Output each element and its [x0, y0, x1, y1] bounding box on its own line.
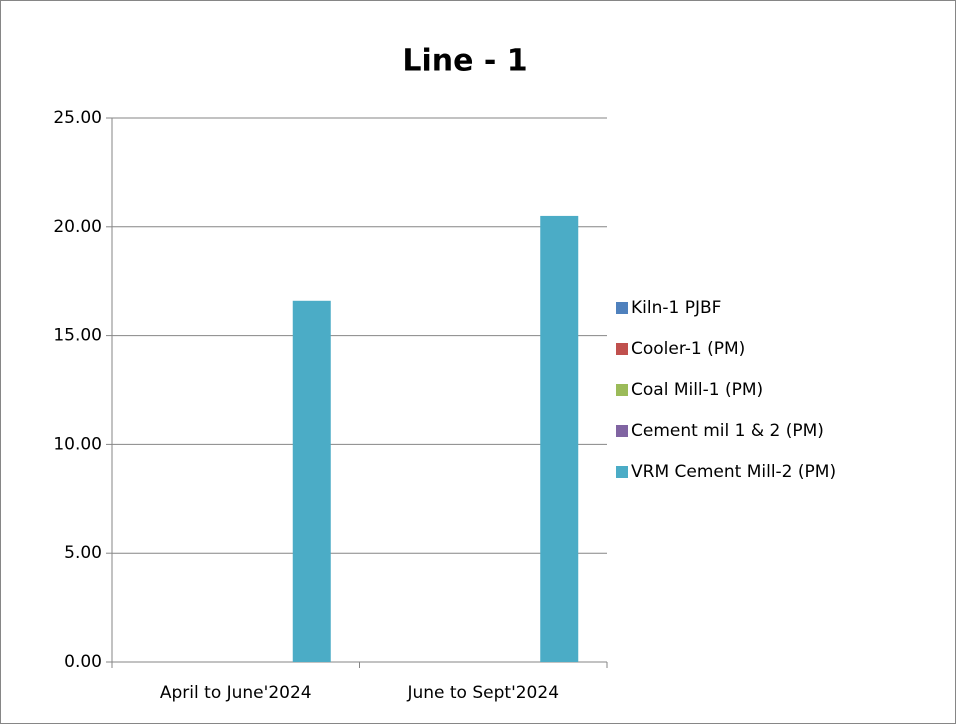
legend-swatch: [616, 302, 628, 314]
bar: [292, 300, 331, 662]
x-tick-label: April to June'2024: [160, 683, 312, 703]
y-tick-label: 5.00: [64, 543, 102, 563]
legend-label: Cement mil 1 & 2 (PM): [631, 421, 824, 441]
y-tick-label: 25.00: [53, 108, 102, 128]
legend-label: VRM Cement Mill-2 (PM): [631, 462, 836, 482]
legend-swatch: [616, 466, 628, 478]
chart-title: Line - 1: [402, 44, 527, 79]
legend-swatch: [616, 384, 628, 396]
bar: [540, 215, 579, 663]
legend-label: Kiln-1 PJBF: [631, 298, 721, 318]
legend-label: Cooler-1 (PM): [631, 339, 745, 359]
legend-swatch: [616, 343, 628, 355]
y-tick-label: 10.00: [53, 434, 102, 454]
y-tick-label: 15.00: [53, 326, 102, 346]
x-tick-label: June to Sept'2024: [406, 683, 559, 703]
legend-swatch: [616, 425, 628, 437]
y-tick-label: 0.00: [64, 652, 102, 672]
legend-label: Coal Mill-1 (PM): [631, 380, 763, 400]
y-tick-label: 20.00: [53, 217, 102, 237]
